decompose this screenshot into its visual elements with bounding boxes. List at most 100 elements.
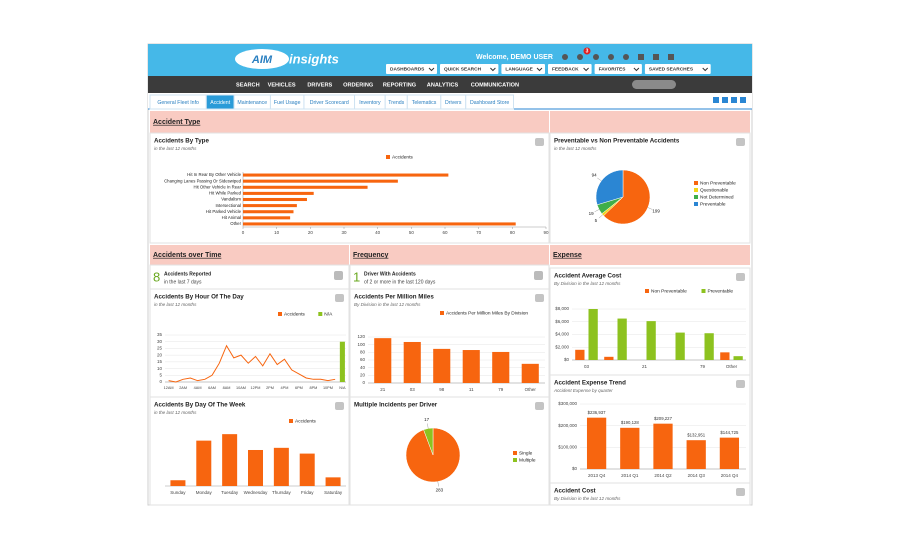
print-icon[interactable] [535, 402, 544, 410]
category-label: Intersectional [215, 203, 241, 208]
icon[interactable] [638, 54, 644, 60]
tool-icon[interactable] [740, 97, 746, 103]
legend-label: Accidents Per Million Miles By Division [446, 310, 528, 316]
tab-label[interactable]: Dashboard Store [470, 100, 509, 106]
bar [243, 173, 449, 177]
legend-label: Accidents [284, 311, 305, 317]
nav-item[interactable]: ANALYTICS [427, 82, 459, 88]
menu-label[interactable]: FAVORITES [599, 67, 627, 73]
tab-label[interactable]: Telematics [412, 100, 437, 106]
menu-button[interactable] [644, 64, 711, 74]
icon[interactable] [623, 54, 629, 60]
print-icon[interactable] [736, 380, 745, 388]
bar [620, 427, 640, 469]
legend-swatch [440, 311, 444, 315]
bar [248, 449, 263, 486]
tool-icon[interactable] [713, 97, 719, 103]
nav-item[interactable]: REPORTING [383, 82, 416, 88]
icon[interactable] [577, 54, 583, 60]
x-tick-label: 2PM [266, 386, 274, 390]
legend-swatch [694, 188, 698, 192]
print-icon[interactable] [736, 138, 745, 146]
menu-button[interactable] [440, 64, 499, 74]
menu-label[interactable]: FEEDBACK [552, 67, 579, 73]
bar [733, 356, 743, 360]
x-tick-label: 8PM [310, 386, 318, 390]
data-label: $144,725 [720, 430, 739, 435]
x-tick-label: 03 [584, 364, 590, 369]
y-tick-label: 0 [159, 379, 162, 384]
tab-label[interactable]: Accident [210, 100, 230, 106]
panel-title: Accidents By Type [154, 138, 209, 145]
nav-item[interactable]: ORDERING [343, 82, 373, 88]
panel-title: Accident Average Cost [554, 273, 621, 280]
nav-item[interactable]: DRIVERS [307, 82, 332, 88]
x-tick-label: N/A [339, 386, 346, 390]
search-box[interactable] [632, 80, 676, 89]
x-tick-label: 70 [476, 230, 482, 235]
x-tick-label: 4PM [281, 386, 289, 390]
print-icon[interactable] [535, 138, 544, 146]
legend-swatch [386, 155, 390, 159]
print-icon[interactable] [736, 488, 745, 496]
tab-label[interactable]: Fuel Usage [274, 100, 301, 106]
x-tick-label: 2014 Q3 [688, 473, 706, 478]
menu-button[interactable] [501, 64, 545, 74]
kpi-sub: in the last 7 days [164, 279, 202, 285]
tab[interactable] [465, 94, 514, 110]
icon[interactable] [608, 54, 614, 60]
data-label: 94 [592, 173, 598, 178]
x-tick-label: 6PM [295, 386, 303, 390]
kpi-icon[interactable] [334, 271, 343, 280]
menu-label[interactable]: LANGUAGE [505, 67, 533, 73]
print-icon[interactable] [535, 294, 544, 302]
tab-label[interactable]: Drivers [445, 100, 462, 106]
print-icon[interactable] [335, 294, 344, 302]
x-tick-label: Friday [301, 490, 314, 495]
print-icon[interactable] [736, 273, 745, 281]
tab-label[interactable]: Trends [388, 100, 404, 106]
bar [243, 191, 314, 195]
bar [575, 349, 585, 360]
panel-title: Multiple Incidents per Driver [354, 402, 438, 409]
icon[interactable] [593, 54, 599, 60]
leader-line [647, 207, 653, 210]
kpi-sub: of 2 or more in the last 120 days [364, 279, 436, 285]
x-tick-label: 2014 Q1 [621, 473, 639, 478]
menu-button[interactable] [548, 64, 592, 74]
x-tick-label: 0 [242, 230, 245, 235]
print-icon[interactable] [335, 402, 344, 410]
tab-label[interactable]: Maintenance [237, 100, 267, 106]
nav-item[interactable]: COMMUNICATION [471, 82, 519, 88]
icon[interactable] [653, 54, 659, 60]
bar [462, 350, 480, 383]
icon[interactable] [562, 54, 568, 60]
x-tick-label: 50 [409, 230, 415, 235]
menu-button[interactable] [594, 64, 642, 74]
menu-label[interactable]: DASHBOARDS [390, 67, 425, 73]
bar [492, 351, 510, 383]
kpi-icon[interactable] [534, 271, 543, 280]
nav-item[interactable]: VEHICLES [268, 82, 296, 88]
data-label: 283 [436, 488, 444, 493]
tool-icon[interactable] [722, 97, 728, 103]
panel-subtitle: in the last 12 months [554, 146, 597, 151]
tab-label[interactable]: Inventory [359, 100, 381, 106]
logo-badge [235, 49, 289, 69]
tab-label[interactable]: General Fleet Info [157, 100, 199, 106]
bar [273, 447, 289, 486]
icon[interactable] [668, 54, 674, 60]
leader-line [437, 481, 439, 487]
x-tick-label: 10PM [323, 386, 333, 390]
x-tick-label: 30 [341, 230, 347, 235]
logo-text: insights [289, 51, 339, 66]
nav-bar [148, 76, 752, 93]
nav-item[interactable]: SEARCH [236, 82, 260, 88]
tab-label[interactable]: Driver Scorecard [310, 100, 349, 106]
kpi-label: Driver With Accidents [364, 271, 416, 277]
menu-label[interactable]: SAVED SEARCHES [649, 67, 694, 73]
menu-label[interactable]: QUICK SEARCH [444, 67, 482, 73]
leader-line [427, 423, 429, 429]
menu-button[interactable] [386, 64, 437, 74]
tool-icon[interactable] [731, 97, 737, 103]
